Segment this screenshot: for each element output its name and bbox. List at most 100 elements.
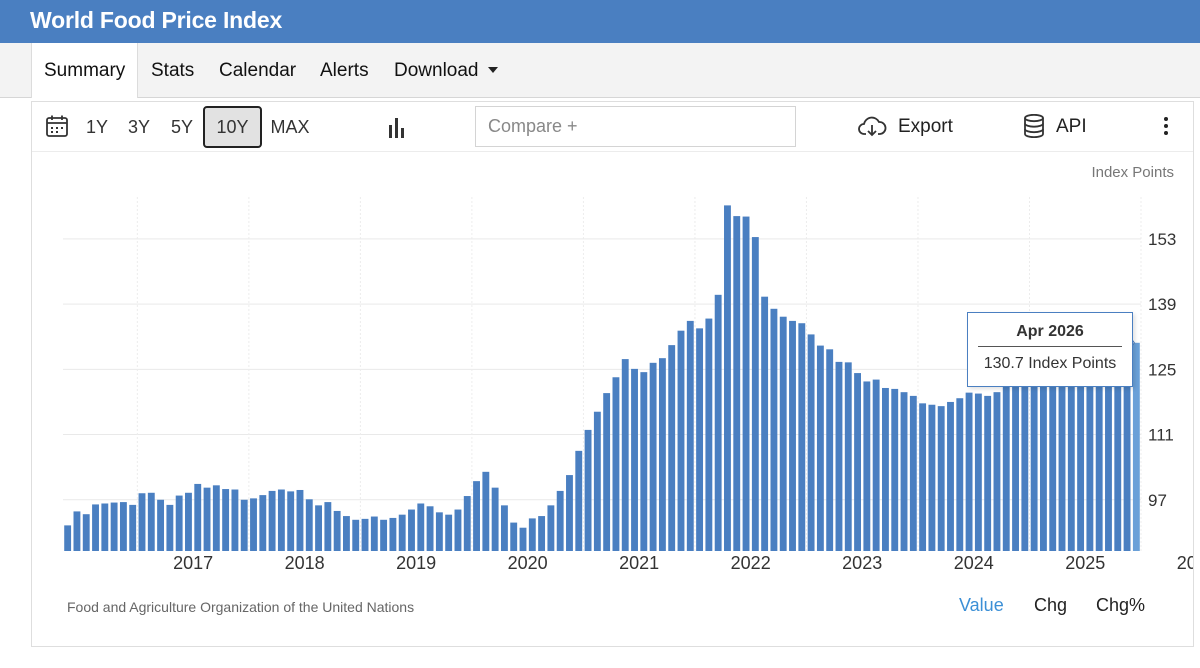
calendar-icon[interactable] [46,115,68,137]
database-icon [1024,114,1044,138]
bar [500,505,508,551]
bar [770,308,778,551]
bar [714,294,722,551]
bar [724,205,731,551]
bar [222,489,230,551]
bar [119,502,127,551]
bar [408,509,415,551]
bar [566,475,573,551]
bar [129,504,137,551]
bar [816,345,824,551]
tab-download-label: Download [394,60,479,81]
bar [761,296,769,551]
chart-panel: 1Y 3Y 5Y 10Y MAX Export API [31,101,1194,647]
bar [1058,358,1066,551]
api-button[interactable]: API [1023,106,1093,148]
bar [175,495,183,551]
bar [965,392,973,551]
bar [296,489,304,551]
tab-calendar[interactable]: Calendar [219,60,297,81]
export-label: Export [898,116,953,137]
bar [696,328,704,551]
bar [380,519,388,551]
bar [1132,342,1140,551]
bar [584,429,592,551]
compare-input[interactable] [475,106,796,147]
bar [538,516,546,551]
bar [1021,370,1029,551]
bar [593,411,601,551]
bar [212,485,220,551]
bar [315,505,322,551]
range-3y-button[interactable]: 3Y [127,117,151,137]
cloud-download-icon [858,116,887,137]
bar [519,527,527,551]
x-tick-label: 2019 [396,553,436,573]
more-options-icon[interactable] [1160,117,1172,139]
range-5y-button[interactable]: 5Y [170,117,194,137]
bar [742,216,750,551]
bar [445,514,453,551]
x-tick-label: 2018 [285,553,325,573]
range-max-button[interactable]: MAX [270,117,310,137]
bar [603,393,611,551]
bar [250,498,257,551]
bar [343,516,350,551]
bar [631,368,638,551]
y-tick-label: 139 [1148,295,1176,314]
range-10y-button[interactable]: 10Y [203,106,262,148]
bar [854,373,861,551]
x-tick-label: 2024 [954,553,994,573]
mode-chg-pct-button[interactable]: Chg% [1096,595,1146,615]
bar [482,471,490,551]
export-button[interactable]: Export [858,106,958,148]
bar [398,514,406,551]
bar [705,318,713,551]
bar [101,503,109,551]
bar [947,401,954,551]
page-title: World Food Price Index [30,7,283,33]
bar [1105,346,1112,551]
bar-chart: 97 111 125 139 153 2017 2018 2019 2020 2021 2022 20… [63,197,1193,573]
bar [807,334,815,551]
tab-alerts[interactable]: Alerts [320,60,369,81]
bar [863,381,871,551]
bar [1114,344,1122,551]
bar [928,404,936,551]
bar [64,525,72,551]
bar [305,499,313,551]
mode-chg-button[interactable]: Chg [1034,595,1068,615]
bar [361,518,369,551]
bar-chart-icon[interactable] [387,116,407,138]
bar [138,493,146,551]
bar [389,517,397,551]
bar [1086,350,1094,551]
bar [240,499,248,551]
api-label: API [1056,116,1087,137]
bar [556,490,564,551]
bar [287,491,295,551]
bar [826,349,834,551]
bar [1077,353,1085,551]
chevron-down-icon [487,67,498,73]
bar [919,403,927,551]
bar [417,503,425,551]
data-source: Food and Agriculture Organization of the… [67,599,415,615]
chart-tooltip: Apr 2026 130.7 Index Points [967,312,1133,387]
bar [324,502,332,551]
tab-stats[interactable]: Stats [151,60,195,81]
y-tick-label: 97 [1148,491,1167,510]
bar [203,487,211,551]
bar [259,495,267,551]
bar [185,492,192,551]
bar [668,345,676,551]
mode-value-button[interactable]: Value [959,595,1004,615]
bar [677,330,685,551]
bar [454,509,462,551]
range-1y-button[interactable]: 1Y [85,117,109,137]
tab-download[interactable]: Download [394,43,498,98]
bar [82,514,90,551]
tab-summary[interactable]: Summary [31,43,139,98]
y-tick-label: 125 [1148,360,1176,379]
chart-toolbar: 1Y 3Y 5Y 10Y MAX Export API [32,102,1193,152]
